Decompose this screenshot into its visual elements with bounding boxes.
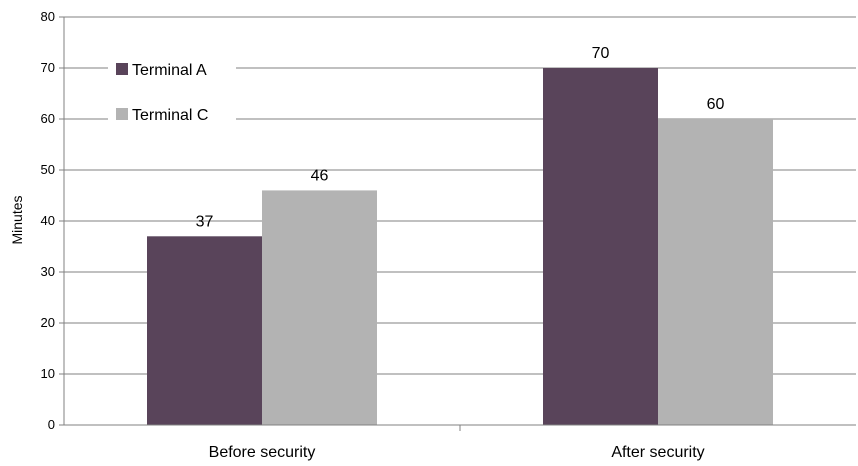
y-tick-label: 60 bbox=[41, 111, 55, 126]
y-tick-label: 70 bbox=[41, 60, 55, 75]
legend-label: Terminal A bbox=[132, 62, 207, 79]
axes: 0 10 20 30 40 50 60 70 80 Before security After se… bbox=[41, 9, 856, 461]
bar bbox=[543, 68, 658, 425]
y-tick-label: 20 bbox=[41, 315, 55, 330]
data-labels: 37 46 70 60 bbox=[196, 45, 725, 230]
bar bbox=[658, 119, 773, 425]
y-tick-label: 30 bbox=[41, 264, 55, 279]
y-tick-label: 40 bbox=[41, 213, 55, 228]
data-label: 37 bbox=[196, 213, 214, 230]
y-tick-label: 80 bbox=[41, 9, 55, 24]
bar bbox=[262, 190, 377, 425]
legend-swatch bbox=[116, 63, 128, 75]
y-tick-label: 50 bbox=[41, 162, 55, 177]
data-label: 70 bbox=[592, 45, 610, 62]
y-axis-label: Minutes bbox=[9, 195, 25, 244]
bar bbox=[147, 236, 262, 425]
legend-label: Terminal C bbox=[132, 107, 208, 124]
y-tick-label: 10 bbox=[41, 366, 55, 381]
x-tick-label: Before security bbox=[209, 444, 316, 461]
bars bbox=[147, 68, 773, 425]
legend-background bbox=[108, 100, 236, 126]
legend-background bbox=[108, 55, 236, 81]
x-tick-label: After security bbox=[611, 444, 704, 461]
data-label: 46 bbox=[311, 167, 329, 184]
data-label: 60 bbox=[707, 96, 725, 113]
legend: Terminal A Terminal C bbox=[108, 55, 236, 126]
y-tick-label: 0 bbox=[48, 417, 55, 432]
legend-swatch bbox=[116, 108, 128, 120]
